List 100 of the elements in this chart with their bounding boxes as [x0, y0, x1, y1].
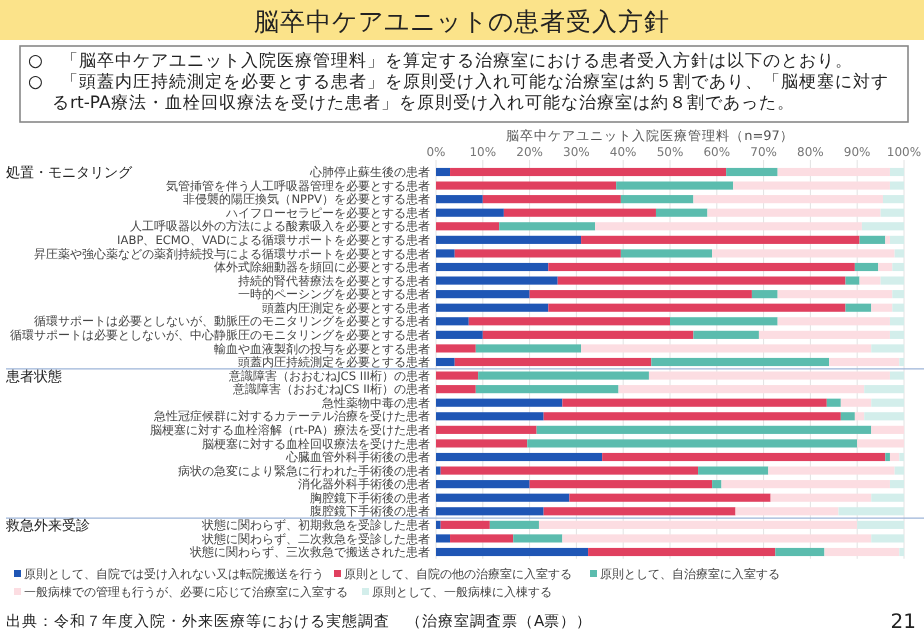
bar — [478, 371, 649, 380]
bar — [721, 480, 890, 489]
bar — [882, 195, 904, 204]
bar — [436, 425, 537, 434]
bar — [436, 344, 476, 353]
bar — [436, 235, 582, 244]
bar — [569, 493, 771, 502]
bar — [889, 317, 904, 326]
bar — [440, 466, 699, 475]
bar — [436, 262, 549, 272]
bar — [562, 398, 827, 407]
bar — [775, 547, 825, 557]
bar — [482, 330, 694, 339]
text: 21 — [890, 612, 916, 634]
bar — [693, 330, 759, 339]
bar — [854, 412, 865, 421]
bar — [543, 507, 736, 516]
bar — [562, 534, 872, 543]
bar — [840, 398, 872, 407]
bar — [503, 208, 656, 217]
bar — [436, 398, 563, 407]
text: ○ 「頭蓋内圧持続測定を必要とする患者」を原則受け入れ可能な治療室は約５割であり、「脳梗塞に対するrt-PA療法・血栓回収療法を受けた患者」を原則受け入れ可能な治療室は約８割であった。 — [28, 71, 889, 114]
bar — [857, 520, 904, 529]
bar — [581, 235, 860, 244]
bar — [527, 439, 858, 448]
bar — [513, 534, 563, 543]
bar — [595, 222, 862, 231]
bar — [845, 303, 872, 312]
bar — [871, 303, 893, 312]
bar — [892, 262, 904, 272]
bar — [826, 398, 841, 407]
bar — [536, 425, 872, 434]
bar — [864, 385, 904, 394]
bar — [838, 507, 904, 516]
bar — [436, 452, 603, 462]
bar — [880, 208, 904, 217]
bar — [436, 385, 476, 394]
bar — [529, 480, 713, 489]
bar — [436, 249, 455, 258]
bar — [864, 412, 904, 421]
bar — [889, 167, 904, 177]
bar — [436, 412, 544, 421]
bar — [707, 208, 881, 217]
bar — [840, 412, 855, 421]
bar — [768, 466, 895, 475]
bar — [454, 357, 652, 367]
bar — [871, 344, 904, 353]
bar — [726, 167, 778, 177]
bar — [436, 480, 530, 489]
bar — [777, 167, 890, 177]
bar — [889, 235, 904, 244]
bar — [777, 290, 893, 299]
bar — [436, 303, 549, 312]
bar — [824, 547, 900, 557]
bar — [436, 167, 451, 177]
bar — [735, 507, 839, 516]
bar — [880, 276, 904, 285]
bar — [436, 181, 617, 190]
bar — [436, 195, 483, 204]
bar — [436, 547, 589, 557]
bar — [616, 181, 734, 190]
bar — [548, 262, 855, 272]
bar — [889, 371, 904, 380]
bar — [620, 195, 694, 204]
bar — [436, 222, 500, 231]
bar — [620, 249, 713, 258]
bar — [859, 276, 881, 285]
bar — [436, 276, 558, 285]
bar — [581, 344, 872, 353]
bar — [892, 290, 904, 299]
bar — [529, 290, 752, 299]
bar — [871, 493, 904, 502]
bar — [436, 357, 455, 367]
bar — [482, 195, 621, 204]
bar — [693, 195, 883, 204]
bar — [651, 357, 830, 367]
bar — [436, 330, 483, 339]
bar — [758, 330, 890, 339]
bar — [777, 317, 890, 326]
bar — [436, 371, 479, 380]
bar — [489, 520, 539, 529]
bar — [712, 480, 722, 489]
bar — [698, 466, 769, 475]
chart-title: 脳卒中ケアユニットの患者受入方針 — [254, 6, 670, 36]
bar — [861, 222, 904, 231]
bar — [871, 425, 904, 434]
bar — [648, 371, 890, 380]
bar — [475, 385, 619, 394]
bar — [878, 262, 893, 272]
bar — [845, 276, 860, 285]
text: ○ 「脳卒中ケアユニット入院医療管理料」を算定する治療室における患者受入方針は以下のとおり。 — [28, 50, 853, 72]
bar — [871, 398, 904, 407]
bar — [468, 317, 670, 326]
bar — [670, 317, 778, 326]
bar — [889, 480, 904, 489]
bar — [475, 344, 582, 353]
bar — [618, 385, 865, 394]
bar — [655, 208, 708, 217]
bar — [548, 303, 846, 312]
bar — [712, 249, 895, 258]
